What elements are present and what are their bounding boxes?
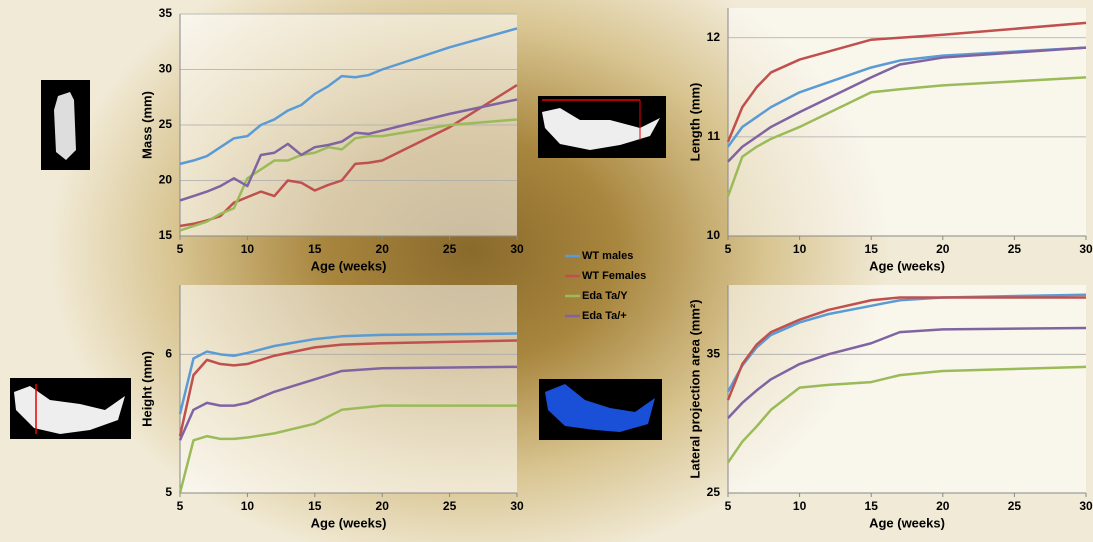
x-tick-label: 20 [376,499,390,513]
y-axis-label: Mass (mm) [139,91,154,159]
legend-label: WT males [582,250,633,262]
series-line [727,326,1087,419]
series-line [179,27,518,166]
series-line [726,46,1087,148]
legend-label: WT Females [582,270,646,282]
y-tick-label: 15 [159,228,173,242]
x-tick-label: 10 [241,242,255,256]
y-tick-label: 12 [707,30,721,44]
plot-area [180,285,517,493]
x-tick-label: 10 [793,242,807,256]
x-tick-label: 10 [793,499,807,513]
y-axis-label: Height (mm) [139,351,154,427]
x-tick-label: 15 [865,499,879,513]
y-tick-label: 35 [707,347,721,361]
icon-length [538,96,666,158]
x-tick-label: 20 [936,499,950,513]
series-line [726,76,1087,197]
series-line [179,83,518,228]
x-tick-label: 25 [443,242,457,256]
x-tick-label: 15 [865,242,879,256]
x-tick-label: 30 [510,499,524,513]
series-line [178,332,518,415]
x-tick-label: 25 [1008,242,1022,256]
x-tick-label: 30 [1079,242,1093,256]
series-line [178,365,518,441]
y-tick-label: 5 [165,485,172,499]
legend-label: Eda Ta/+ [582,310,627,322]
x-tick-label: 10 [241,499,255,513]
y-axis-label: Length (mm) [687,83,702,162]
x-axis-label: Age (weeks) [869,258,945,273]
legend: WT males WT Females Eda Ta/Y Eda Ta/+ [565,250,646,322]
icon-area [539,379,662,440]
series-line [727,46,1087,163]
series-line [178,404,517,494]
x-axis-label: Age (weeks) [311,515,387,530]
y-tick-label: 25 [707,485,721,499]
x-tick-label: 5 [177,499,184,513]
x-tick-label: 30 [1079,499,1093,513]
series-line [726,21,1087,143]
series-line [179,98,518,202]
x-tick-label: 5 [177,242,184,256]
y-tick-label: 20 [159,173,173,187]
y-tick-label: 6 [165,347,172,361]
x-axis-label: Age (weeks) [869,515,945,530]
legend-label: Eda Ta/Y [582,290,628,302]
series-line [179,118,518,232]
icon-mass [41,80,90,170]
x-tick-label: 5 [725,499,732,513]
plot-area [728,285,1086,493]
series-line [178,339,518,437]
y-tick-label: 11 [707,129,720,143]
icon-height [10,378,131,439]
y-axis-label: Lateral projection area (mm²) [687,299,702,478]
x-tick-label: 20 [936,242,950,256]
y-tick-label: 30 [159,62,173,76]
x-tick-label: 25 [443,499,457,513]
x-tick-label: 25 [1008,499,1022,513]
x-tick-label: 15 [308,242,322,256]
x-tick-label: 20 [376,242,390,256]
plot-area [728,8,1086,236]
series-line [726,296,1086,401]
x-tick-label: 5 [725,242,732,256]
series-line [726,365,1087,464]
y-tick-label: 10 [707,228,721,242]
x-axis-label: Age (weeks) [311,258,387,273]
x-tick-label: 15 [308,499,322,513]
x-tick-label: 30 [510,242,524,256]
y-tick-label: 25 [159,117,173,131]
y-tick-label: 35 [159,6,173,20]
